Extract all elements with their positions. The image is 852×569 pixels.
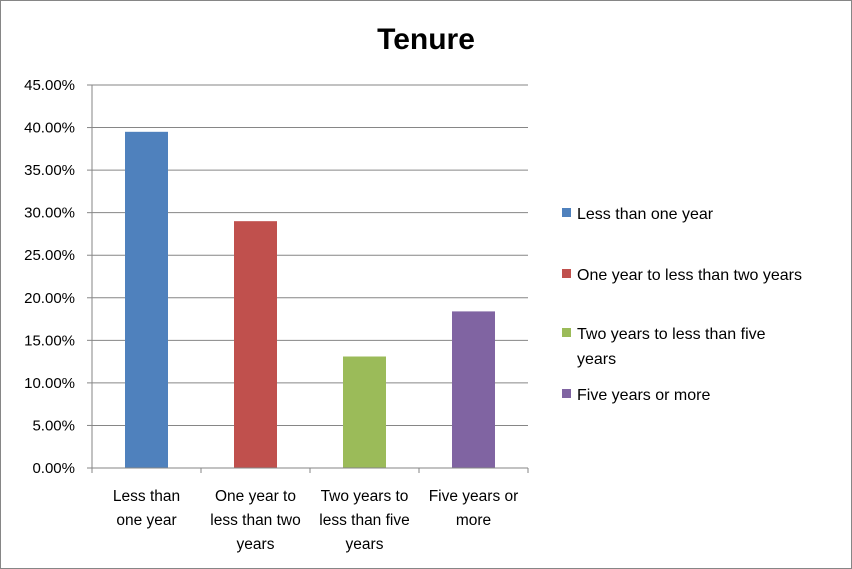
bars xyxy=(125,131,495,469)
legend-swatch xyxy=(562,208,571,217)
y-tick-label: 25.00% xyxy=(24,247,75,264)
chart-title: Tenure xyxy=(377,23,475,56)
legend-swatch xyxy=(562,269,571,278)
x-category-label: years xyxy=(346,536,384,553)
y-tick-label: 30.00% xyxy=(24,205,75,222)
x-category-label: one year xyxy=(116,512,176,529)
legend-swatch xyxy=(562,389,571,398)
legend: Less than one year One year to less than … xyxy=(562,206,802,404)
x-category-label: less than five xyxy=(319,512,409,529)
y-axis-ticks: 0.00% 5.00% 10.00% 15.00% 20.00% 25.00% 30.00%… xyxy=(24,77,92,477)
bar xyxy=(234,221,277,468)
y-tick-label: 10.00% xyxy=(24,375,75,392)
x-axis-labels: Less than one year One year to less than tw… xyxy=(113,488,518,553)
x-category-label: years xyxy=(237,536,275,553)
x-category-label: Two years to xyxy=(321,488,409,505)
legend-swatch xyxy=(562,328,571,337)
y-tick-label: 40.00% xyxy=(24,120,75,137)
legend-label: Less than one year xyxy=(577,206,714,223)
legend-label: Two years to less than five xyxy=(577,326,766,343)
bar xyxy=(125,131,168,469)
y-tick-label: 5.00% xyxy=(32,417,75,434)
legend-label: years xyxy=(577,351,616,368)
axes xyxy=(91,85,529,473)
legend-label: One year to less than two years xyxy=(577,267,802,284)
x-category-label: Less than xyxy=(113,488,180,505)
y-tick-label: 45.00% xyxy=(24,77,75,94)
x-category-label: Five years or xyxy=(429,488,519,505)
bar xyxy=(452,311,495,468)
x-category-label: less than two xyxy=(210,512,300,529)
legend-label: Five years or more xyxy=(577,387,710,404)
x-category-label: more xyxy=(456,512,491,529)
y-tick-label: 35.00% xyxy=(24,162,75,179)
y-tick-label: 15.00% xyxy=(24,332,75,349)
bar xyxy=(343,356,386,468)
y-tick-label: 20.00% xyxy=(24,290,75,307)
x-category-label: One year to xyxy=(215,488,296,505)
y-tick-label: 0.00% xyxy=(32,460,75,477)
